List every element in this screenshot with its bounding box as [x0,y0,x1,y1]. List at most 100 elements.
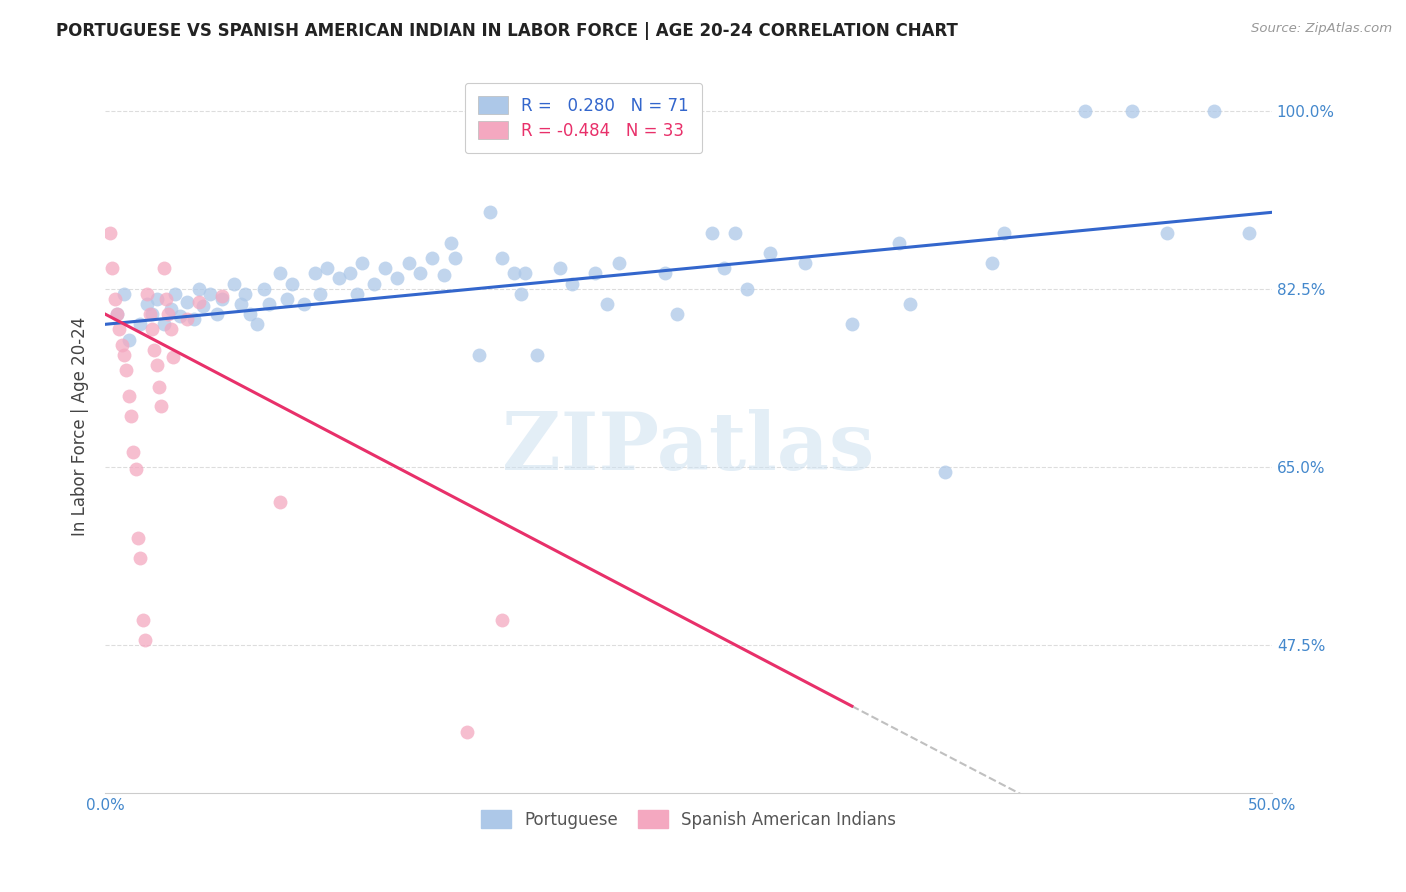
Point [374,261,396,276]
Point [138,307,160,321]
Point [456,724,478,739]
Point [276,292,298,306]
Point [148,380,170,394]
Point [898,297,921,311]
Point [281,277,304,291]
Point [143,343,166,357]
Point [350,256,373,270]
Point [134,632,156,647]
Point [129,551,152,566]
Point [229,297,252,311]
Point [548,261,571,276]
Point [176,294,198,309]
Point [129,318,152,332]
Point [159,322,181,336]
Point [200,286,222,301]
Point [607,256,630,270]
Point [596,297,619,311]
Point [253,282,276,296]
Point [205,307,228,321]
Point [315,261,337,276]
Point [993,226,1015,240]
Legend: Portuguese, Spanish American Indians: Portuguese, Spanish American Indians [474,804,903,836]
Point [187,282,209,296]
Point [665,307,688,321]
Point [183,312,205,326]
Point [1156,226,1178,240]
Text: Source: ZipAtlas.com: Source: ZipAtlas.com [1251,22,1392,36]
Point [439,235,461,250]
Point [150,399,173,413]
Point [467,348,489,362]
Point [509,286,531,301]
Point [117,333,139,347]
Point [112,348,135,362]
Point [700,226,723,240]
Point [222,277,245,291]
Point [444,251,467,265]
Point [502,267,524,281]
Point [432,268,454,283]
Point [887,235,910,250]
Point [115,363,138,377]
Point [515,267,537,281]
Point [108,322,131,336]
Point [654,267,676,281]
Point [292,297,315,311]
Point [176,312,198,326]
Point [157,307,180,321]
Point [233,286,256,301]
Point [794,256,817,270]
Point [152,318,174,332]
Point [269,267,291,281]
Point [309,286,332,301]
Point [145,358,167,372]
Point [117,388,139,402]
Point [841,318,863,332]
Point [304,267,326,281]
Point [269,495,291,509]
Point [1237,226,1260,240]
Point [583,267,606,281]
Point [526,348,548,362]
Point [162,350,184,364]
Point [131,613,153,627]
Point [105,307,128,321]
Point [155,292,177,306]
Point [193,299,215,313]
Point [491,613,513,627]
Point [152,261,174,276]
Y-axis label: In Labor Force | Age 20-24: In Labor Force | Age 20-24 [72,317,89,536]
Point [363,277,385,291]
Point [491,251,513,265]
Point [735,282,758,296]
Point [398,256,420,270]
Point [169,309,191,323]
Point [165,286,187,301]
Point [420,251,443,265]
Point [339,267,361,281]
Point [145,292,167,306]
Point [120,409,142,423]
Point [239,307,262,321]
Point [211,289,233,303]
Point [479,205,502,219]
Point [136,297,159,311]
Point [934,465,956,479]
Point [1074,103,1097,118]
Point [127,531,149,545]
Point [980,256,1002,270]
Point [141,322,163,336]
Point [713,261,735,276]
Text: ZIPatlas: ZIPatlas [502,409,875,487]
Point [328,271,350,285]
Point [1121,103,1143,118]
Point [105,307,128,321]
Point [110,337,132,351]
Point [187,294,209,309]
Point [141,307,163,321]
Point [257,297,280,311]
Point [101,261,124,276]
Text: PORTUGUESE VS SPANISH AMERICAN INDIAN IN LABOR FORCE | AGE 20-24 CORRELATION CHA: PORTUGUESE VS SPANISH AMERICAN INDIAN IN… [56,22,957,40]
Point [409,267,432,281]
